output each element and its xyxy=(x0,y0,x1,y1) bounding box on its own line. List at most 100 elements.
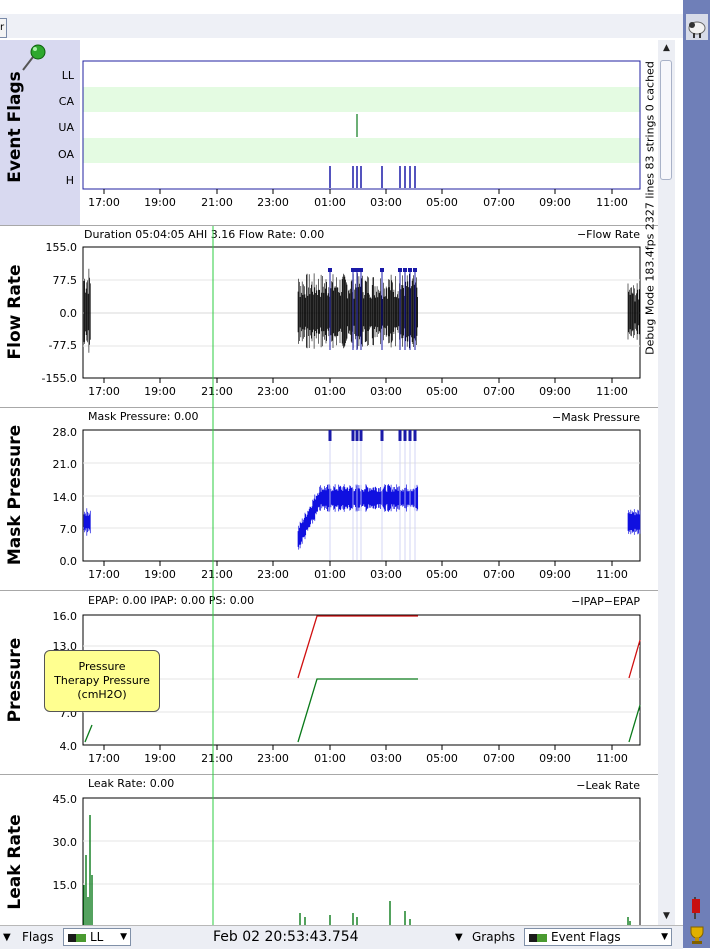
time-tick-label: 23:00 xyxy=(257,752,289,765)
mask-event-mark xyxy=(359,430,363,441)
pin-icon[interactable] xyxy=(22,44,46,71)
right-toolbar xyxy=(683,0,710,948)
flow-event-dot xyxy=(355,268,359,272)
time-tick-label: 07:00 xyxy=(483,752,515,765)
graph-separator xyxy=(0,590,658,591)
tooltip-line: Pressure xyxy=(78,660,126,673)
flow-event-dot xyxy=(328,268,332,272)
time-tick-label: 01:00 xyxy=(314,196,346,209)
toolbar-tab-stub[interactable]: r xyxy=(0,18,7,38)
time-tick-label: 05:00 xyxy=(426,196,458,209)
mask-event-mark xyxy=(398,430,402,441)
pressure-ytick: 13.0 xyxy=(53,640,78,653)
mask-trace xyxy=(297,484,419,550)
flow-ytick: 155.0 xyxy=(46,241,78,254)
mask-pressure-graph: Mask Pressure: 0.00 −Mask Pressure 28.0 … xyxy=(53,410,641,581)
flow-rate-event-marks xyxy=(328,268,417,350)
flow-event-dot xyxy=(359,268,363,272)
flag-label-ll: LL xyxy=(62,69,75,82)
event-flags-plot-frame xyxy=(82,60,641,190)
time-tick-label: 17:00 xyxy=(88,196,120,209)
leak-rate-legend: −Leak Rate xyxy=(576,779,640,792)
tooltip-line: Therapy Pressure xyxy=(54,674,150,687)
flag-color-swatch-icon xyxy=(68,933,86,942)
flow-event-dot xyxy=(380,268,384,272)
time-tick-label: 19:00 xyxy=(144,568,176,581)
time-tick-label: 09:00 xyxy=(539,385,571,398)
tooltip-line: (cmH2O) xyxy=(77,688,127,701)
debug-text: Debug Mode 183.4fps 2327 lines 83 string… xyxy=(643,61,657,355)
time-tick-label: 21:00 xyxy=(201,196,233,209)
time-tick-label: 19:00 xyxy=(144,196,176,209)
scroll-down-icon[interactable]: ▼ xyxy=(663,911,670,921)
time-tick-label: 01:00 xyxy=(314,385,346,398)
flag-label-h: H xyxy=(66,174,74,187)
flow-trace xyxy=(83,268,91,353)
time-tick-label: 09:00 xyxy=(539,196,571,209)
flags-select-value: LL xyxy=(90,930,104,944)
mask-pressure-event-marks xyxy=(328,430,417,560)
graph-color-swatch-icon xyxy=(529,933,547,942)
pressure-ytick: 4.0 xyxy=(60,740,78,753)
time-tick-label: 07:00 xyxy=(483,385,515,398)
time-tick-label: 03:00 xyxy=(370,568,402,581)
time-tick-label: 01:00 xyxy=(314,568,346,581)
mask-event-mark xyxy=(380,430,384,441)
leak-rate-info: Leak Rate: 0.00 xyxy=(88,777,174,790)
time-tick-label: 03:00 xyxy=(370,752,402,765)
graphs-canvas[interactable]: LL CA UA OA H 17:00 19:00 21:00 23:00 01:00 0… xyxy=(0,0,660,925)
mask-event-mark xyxy=(408,430,412,441)
flow-trace xyxy=(297,273,418,349)
oa-row-band xyxy=(83,138,640,163)
graphs-scrollbar[interactable]: ▲ ▼ xyxy=(658,40,675,925)
hypopnea-marks xyxy=(329,166,416,188)
chevron-down-icon: ▼ xyxy=(120,932,127,942)
time-tick-label: 23:00 xyxy=(257,385,289,398)
leak-ytick: 15.0 xyxy=(53,879,78,892)
flags-select[interactable]: LL ▼ xyxy=(63,928,131,946)
ipap-line xyxy=(628,639,641,679)
graphs-select[interactable]: Event Flags ▼ xyxy=(524,928,672,946)
flow-event-dot xyxy=(351,268,355,272)
graphs-label: Graphs xyxy=(472,930,516,944)
toolbar-strip xyxy=(0,14,683,38)
mask-trace xyxy=(627,509,641,535)
epap-line xyxy=(297,678,418,743)
pressure-time-axis: 17:00 19:00 21:00 23:00 01:00 03:00 05:00 07:00… xyxy=(88,745,628,765)
flow-ytick: 77.5 xyxy=(53,274,78,287)
graphs-dropdown-arrow-icon[interactable]: ▼ xyxy=(455,932,463,943)
graph-separator xyxy=(0,225,658,226)
mask-ytick: 14.0 xyxy=(53,491,78,504)
chevron-down-icon: ▼ xyxy=(661,932,668,942)
event-flags-graph: LL CA UA OA H 17:00 19:00 21:00 23:00 01:00 0… xyxy=(58,60,641,209)
time-tick-label: 21:00 xyxy=(201,752,233,765)
flow-ytick: -77.5 xyxy=(49,339,77,352)
flow-event-dot xyxy=(403,268,407,272)
mask-pressure-legend: −Mask Pressure xyxy=(552,411,640,424)
scroll-up-icon[interactable]: ▲ xyxy=(663,43,670,53)
flags-label: Flags xyxy=(22,930,54,944)
flags-dropdown-arrow-icon[interactable]: ▼ xyxy=(3,932,11,943)
mask-event-mark xyxy=(403,430,407,441)
time-tick-label: 05:00 xyxy=(426,568,458,581)
leak-ytick: 45.0 xyxy=(53,793,78,806)
pressure-ytick: 16.0 xyxy=(53,610,78,623)
bookmark-flag-icon[interactable] xyxy=(686,895,704,920)
event-flags-time-axis: 17:00 19:00 21:00 23:00 01:00 03:00 05:00 07:00… xyxy=(88,189,628,209)
time-tick-label: 11:00 xyxy=(596,568,628,581)
time-tick-label: 05:00 xyxy=(426,385,458,398)
time-tick-label: 21:00 xyxy=(201,385,233,398)
epap-line xyxy=(84,724,93,743)
graph-separator xyxy=(0,774,658,775)
trophy-icon[interactable] xyxy=(687,925,707,945)
time-tick-label: 03:00 xyxy=(370,196,402,209)
scroll-thumb[interactable] xyxy=(660,60,672,180)
leak-rate-plot-frame xyxy=(82,797,641,925)
date-time-display: Feb 02 20:53:43.754 xyxy=(213,929,359,945)
leak-ytick: 30.0 xyxy=(53,836,78,849)
sheep-icon[interactable] xyxy=(686,14,708,40)
mask-event-mark xyxy=(355,430,359,441)
flow-ytick: -155.0 xyxy=(42,372,77,385)
flow-rate-info: Duration 05:04:05 AHI 3.16 Flow Rate: 0.… xyxy=(84,228,324,241)
pressure-legend: −IPAP−EPAP xyxy=(571,595,640,608)
